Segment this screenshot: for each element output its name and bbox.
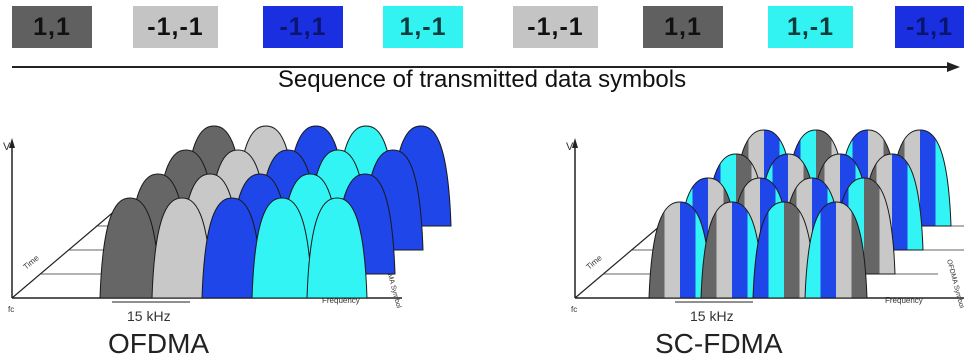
subcarrier-stripe [732, 202, 748, 298]
scfdma-freq-label: Frequency [885, 296, 923, 305]
subcarrier-stripe [664, 202, 681, 298]
scfdma-time-label: Time [585, 253, 605, 271]
subcarrier-stripe [864, 178, 880, 274]
sequence-label: Sequence of transmitted data symbols [277, 66, 687, 93]
scfdma-origin-label: fc [571, 305, 577, 314]
symbol-box: 1,1 [12, 6, 92, 48]
symbol-box: 1,-1 [768, 6, 853, 48]
symbol-box: -1,-1 [133, 6, 218, 48]
subcarrier-stripe [784, 202, 800, 298]
sequence-arrow [12, 62, 960, 72]
subcarrier-stripe [716, 202, 733, 298]
ofdma-freq-label: Frequency [322, 296, 360, 305]
ofdma-v-label: V [3, 141, 11, 153]
subcarrier-stripe [768, 202, 785, 298]
ofdma-origin-label: fc [8, 305, 14, 314]
symbol-box: -1,-1 [513, 6, 598, 48]
ofdma-v-axis-arrow [9, 138, 15, 148]
ofdma-time-label: Time [22, 253, 42, 271]
subcarrier-hump [306, 197, 368, 299]
symbol-box: 1,-1 [383, 6, 463, 48]
subcarrier-stripe [680, 202, 696, 298]
subcarrier-hump [251, 197, 313, 299]
subcarrier-hump [804, 201, 868, 299]
symbol-box: -1,1 [895, 6, 964, 48]
ofdma-title: OFDMA [108, 328, 210, 359]
scfdma-symbol-label: OFDMA Symbol [945, 259, 964, 310]
scfdma-title: SC-FDMA [655, 328, 783, 359]
subcarrier-stripe [836, 202, 852, 298]
symbol-box: 1,1 [643, 6, 723, 48]
ofdma-spacing-label: 15 kHz [127, 308, 171, 324]
subcarrier-stripe [892, 154, 908, 250]
ofdma-time-axis [11, 197, 131, 299]
scfdma-spacing-label: 15 kHz [690, 308, 734, 324]
symbol-box: -1,1 [263, 6, 343, 48]
subcarrier-stripe [920, 130, 936, 226]
subcarrier-stripe [820, 202, 837, 298]
scfdma-v-label: V [566, 141, 574, 153]
scfdma-v-axis-arrow [572, 138, 578, 148]
